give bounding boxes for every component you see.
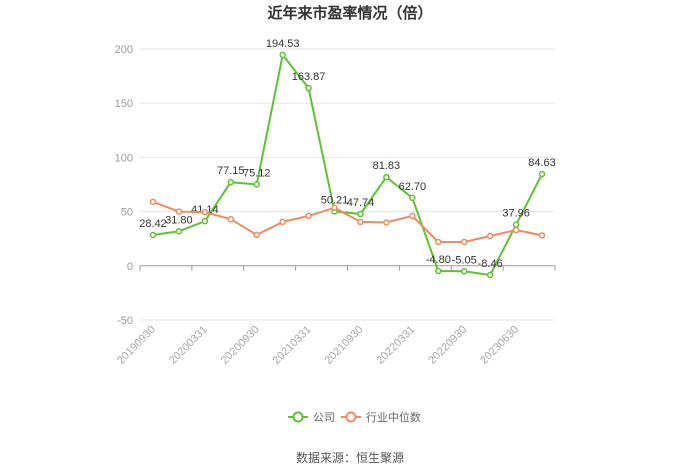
legend-item-industry-median[interactable]: 行业中位数 [341,410,421,424]
y-tick-label: 0 [127,261,133,273]
company-data-point [253,181,260,188]
y-axis-labels: -50 0 50 100 150 200 [115,44,133,327]
company-data-label: 47.74 [347,197,375,209]
y-gridlines [140,48,555,321]
x-axis-ticks [139,265,556,271]
x-tick-label: 20210930 [322,324,365,367]
company-data-point [486,271,494,279]
company-data-point [409,194,416,202]
legend-industry-median-marker-icon [345,411,357,423]
industry-median-data-point [279,218,286,226]
company-data-point [512,221,520,228]
x-tick-label: 20230630 [478,324,521,367]
industry-median-series [149,198,546,246]
company-data-label: 28.42 [139,218,167,230]
x-axis-labels: 20190930 20200331 20200930 20210331 20210930… [115,324,521,367]
y-tick-label: 200 [115,44,133,56]
x-tick-label: 20210331 [271,324,314,367]
company-data-point [357,210,364,218]
company-data-label: 75.12 [243,167,271,179]
company-data-label: -4.80 [426,254,451,266]
company-data-point [201,217,209,225]
industry-median-data-point [383,219,390,226]
industry-median-data-point [435,238,442,246]
y-tick-label: 50 [121,207,133,219]
legend: 公司 行业中位数 [288,410,421,424]
x-tick-label: 20220331 [374,324,417,367]
company-data-label: 84.63 [528,157,556,169]
series-layer: 28.4231.8041.1477.1575.12194.53163.8750.… [139,38,556,279]
company-data-label: 163.87 [292,71,326,83]
company-data-label: 50.21 [321,194,349,206]
industry-median-data-point [538,232,546,239]
company-data-point [279,51,286,59]
company-data-label: 77.15 [217,165,245,177]
y-tick-label: -50 [117,315,133,327]
company-data-label: 31.80 [165,214,193,226]
industry-median-data-point [460,238,468,246]
company-data-point [149,231,157,239]
industry-median-data-point [253,231,260,239]
company-data-label: 194.53 [266,38,300,50]
legend-industry-median-label: 行业中位数 [366,410,421,424]
company-data-point [305,84,312,92]
chart-title: 近年来市盈率情况（倍） [267,4,432,22]
company-data-label: -8.46 [478,258,503,270]
industry-median-data-point [486,232,494,240]
x-tick-label: 20220930 [426,324,469,367]
y-tick-label: 150 [115,98,133,110]
company-data-label: -5.05 [452,254,477,266]
company-data-point [175,228,183,235]
industry-median-data-point [409,212,416,220]
industry-median-data-point [512,226,520,234]
company-series: 28.4231.8041.1477.1575.12194.53163.8750.… [139,38,556,279]
industry-median-data-point [201,208,209,216]
x-tick-label: 20190930 [115,324,158,367]
company-data-point [435,267,442,275]
y-tick-label: 100 [115,152,133,164]
legend-company-marker-icon [292,411,304,423]
company-data-label: 81.83 [373,160,401,172]
company-data-point [383,173,390,181]
legend-company-label: 公司 [313,412,335,424]
x-tick-label: 20200930 [219,324,262,367]
company-data-label: 37.96 [502,208,530,220]
industry-median-data-point [305,212,312,220]
legend-item-company[interactable]: 公司 [288,411,335,424]
industry-median-pe-line [152,200,543,243]
company-data-point [227,178,235,186]
company-data-label: 62.70 [399,181,427,193]
company-data-point [460,268,468,275]
x-tick-label: 20200331 [167,324,210,367]
industry-median-data-point [175,208,183,215]
company-data-point [538,170,546,178]
company-pe-line [152,53,543,276]
industry-median-data-point [357,218,364,226]
data-source-note: 数据来源：恒生聚源 [296,450,404,465]
industry-median-data-point [331,204,338,212]
industry-median-data-point [149,198,157,206]
industry-median-data-point [227,215,235,223]
